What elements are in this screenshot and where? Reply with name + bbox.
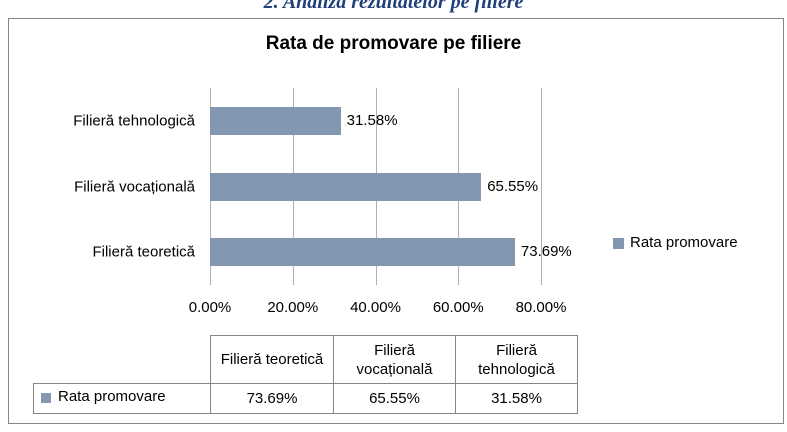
legend-key bbox=[613, 238, 624, 249]
table-cell: 73.69% bbox=[210, 383, 334, 414]
chart-frame bbox=[8, 18, 784, 424]
y-tick-label: Filieră tehnologică bbox=[73, 112, 195, 130]
table-header: Filieră tehnologică bbox=[455, 335, 578, 384]
table-cell: 31.58% bbox=[455, 383, 578, 414]
table-cell: 65.55% bbox=[333, 383, 456, 414]
x-tick-label: 0.00% bbox=[188, 299, 232, 316]
data-label: 65.55% bbox=[487, 177, 539, 195]
bar bbox=[210, 172, 482, 201]
table-header: Filieră teoretică bbox=[210, 335, 334, 384]
heading: 2. Analiza rezultatelor pe filiere bbox=[263, 0, 524, 13]
y-tick-label: Filieră vocațională bbox=[74, 178, 195, 195]
bar bbox=[210, 106, 341, 135]
data-label: 31.58% bbox=[346, 111, 398, 129]
data-label: 73.69% bbox=[520, 243, 572, 261]
x-tick-label: 60.00% bbox=[432, 299, 484, 316]
x-tick-label: 40.00% bbox=[350, 299, 401, 316]
chart-title: Rata de promovare pe filiere bbox=[265, 33, 522, 54]
grid-line bbox=[541, 88, 542, 285]
table-row-label: Rata promovare bbox=[58, 388, 166, 405]
table-header: Filieră vocațională bbox=[333, 335, 456, 384]
x-tick-label: 80.00% bbox=[515, 299, 567, 316]
legend-key bbox=[41, 393, 51, 403]
legend-label: Rata promovare bbox=[630, 234, 738, 251]
x-tick-label: 20.00% bbox=[267, 299, 319, 316]
y-tick-label: Filieră teoretică bbox=[92, 243, 195, 261]
bar bbox=[210, 238, 515, 267]
